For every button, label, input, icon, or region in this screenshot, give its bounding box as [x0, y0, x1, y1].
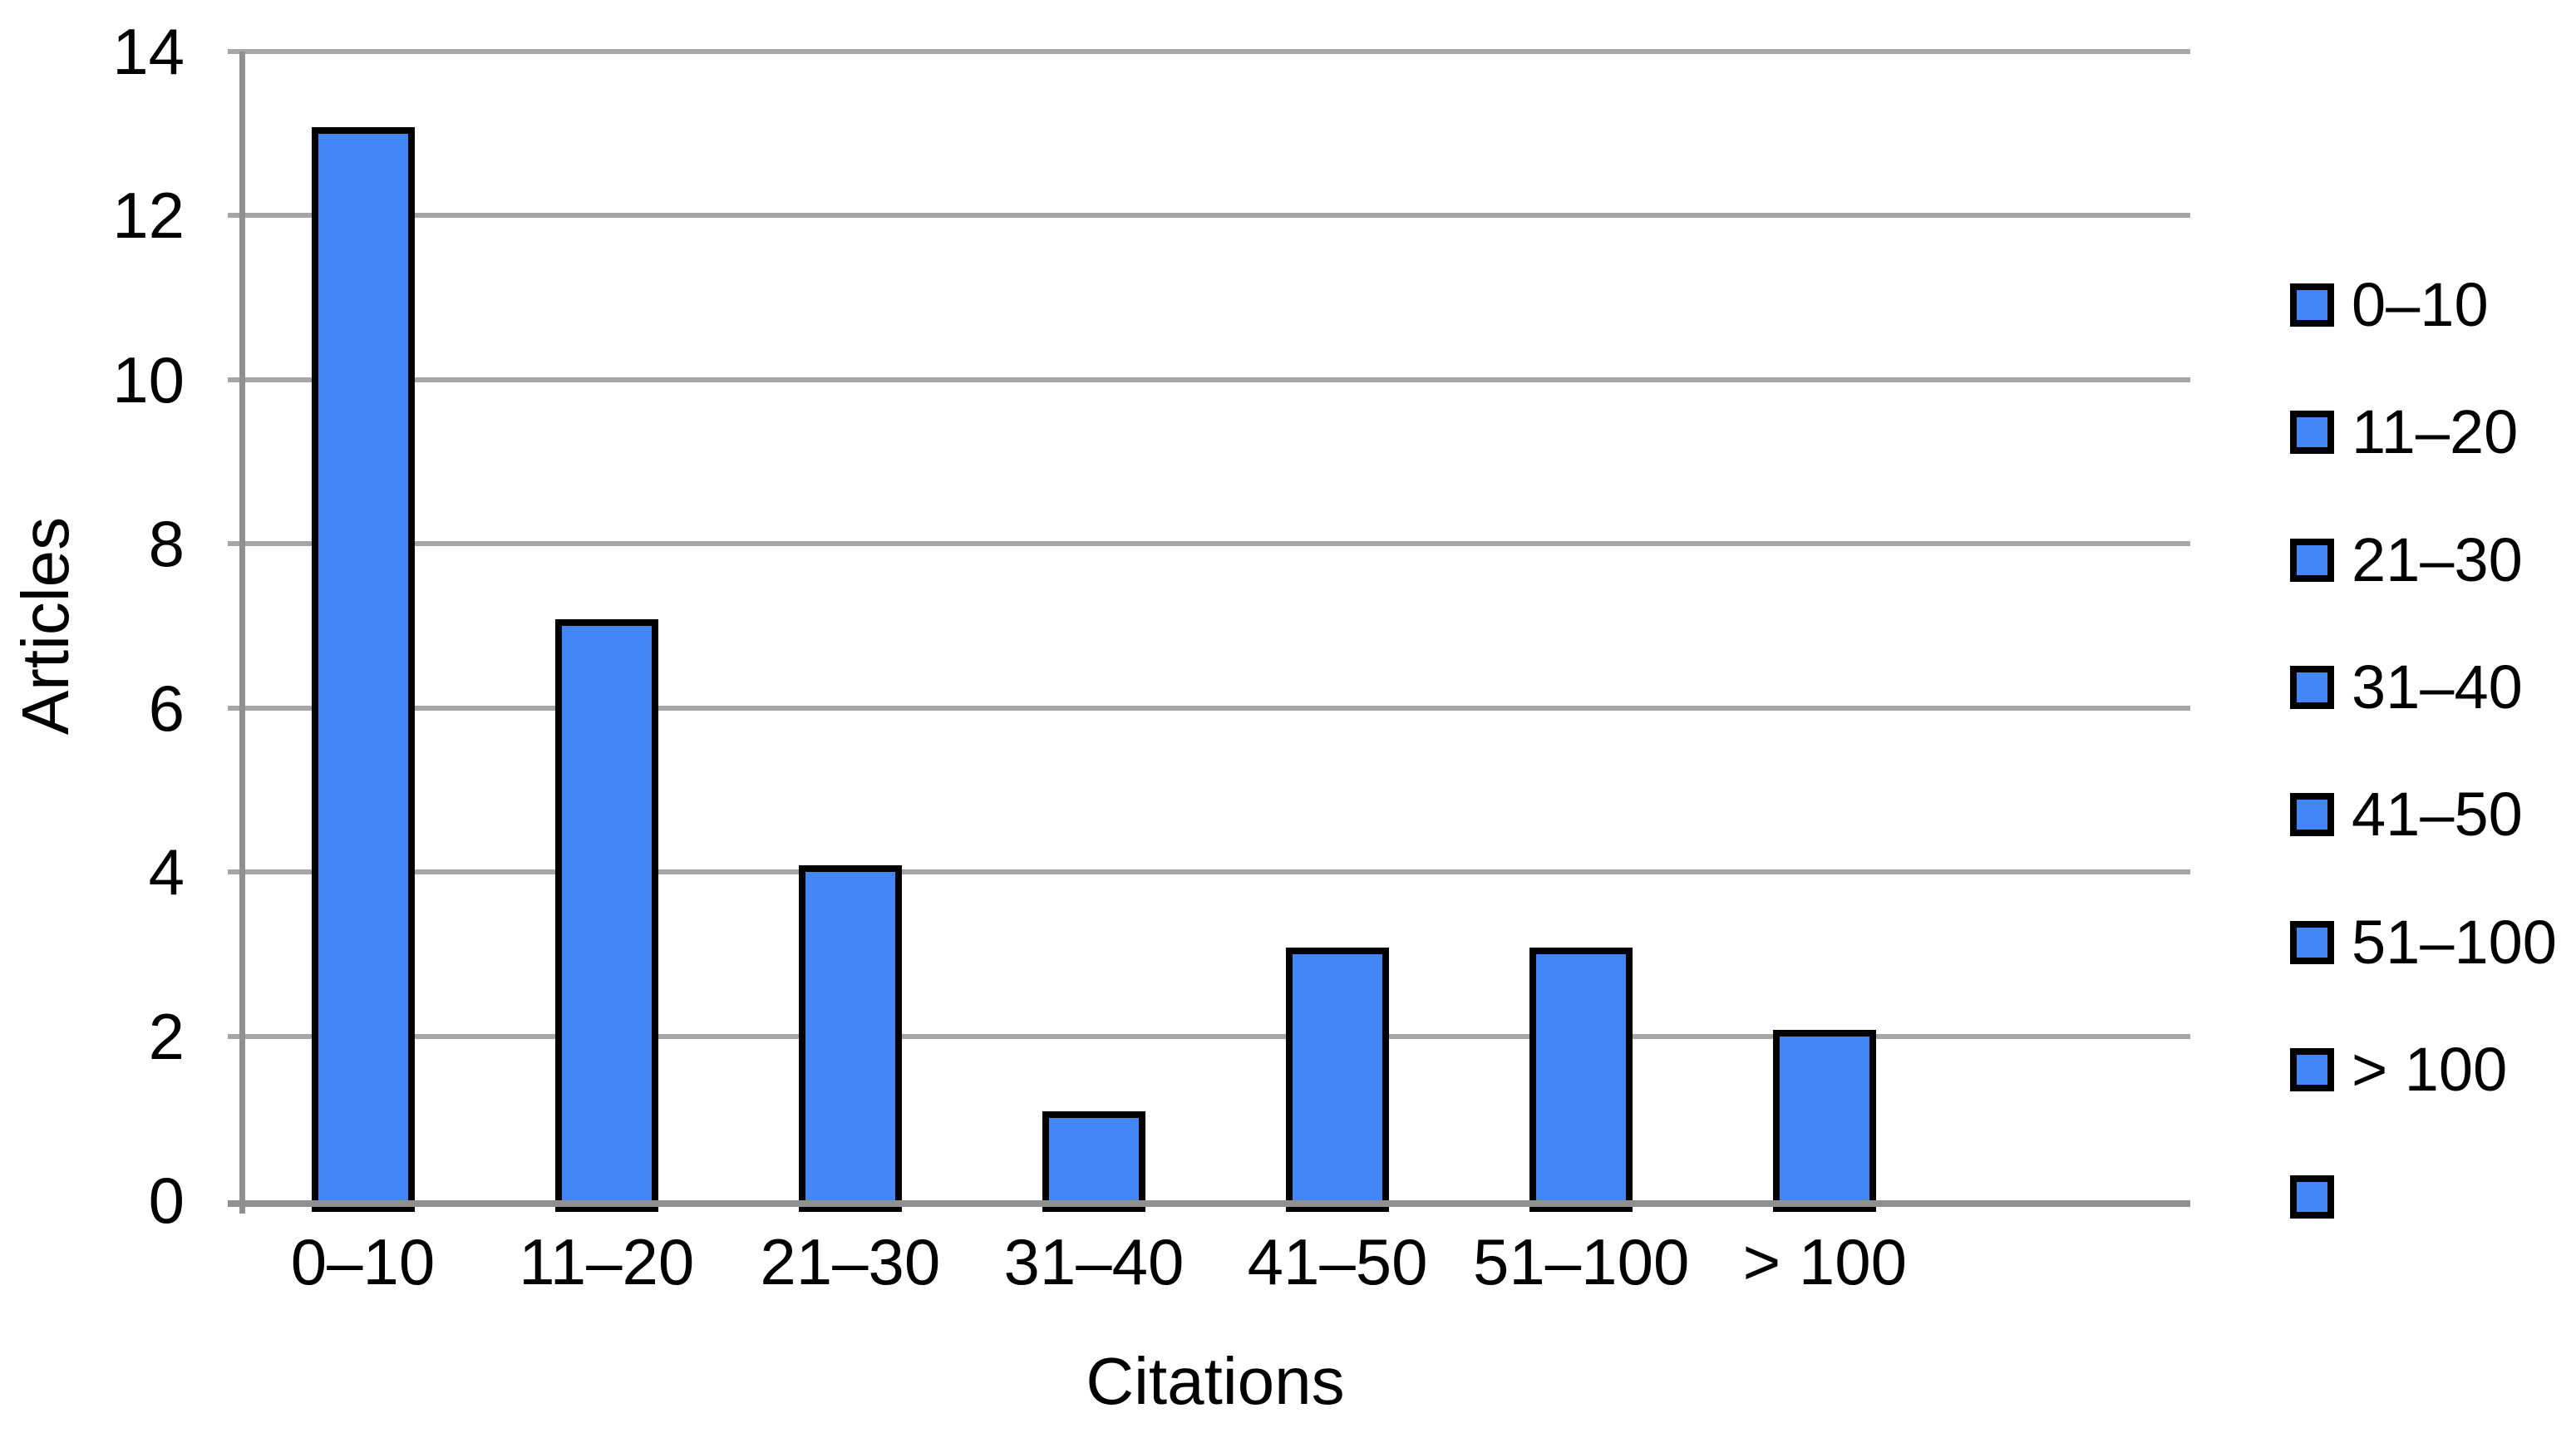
legend-label: 41–50: [2352, 780, 2523, 849]
bar-21–30: [798, 865, 902, 1212]
bar-> 100: [1773, 1029, 1877, 1212]
y-tick-label-6: 6: [148, 671, 185, 745]
y-tick-label-10: 10: [112, 342, 185, 416]
bar-0–10: [311, 126, 415, 1212]
bar-31–40: [1042, 1111, 1145, 1212]
gridline-8: [228, 541, 2190, 547]
y-tick-label-0: 0: [148, 1164, 185, 1237]
y-tick-label-2: 2: [148, 999, 185, 1073]
legend-swatch-icon: [2290, 665, 2334, 709]
x-category-label-51–100: 51–100: [1473, 1225, 1690, 1298]
gridline-4: [228, 869, 2190, 875]
legend-label: 0–10: [2352, 270, 2489, 339]
x-category-label-11–20: 11–20: [519, 1225, 695, 1298]
x-category-label-0–10: 0–10: [290, 1225, 436, 1298]
legend-swatch-icon: [2290, 920, 2334, 964]
y-tick-label-12: 12: [112, 179, 185, 253]
legend-swatch-icon: [2290, 538, 2334, 582]
legend-swatch-icon: [2290, 793, 2334, 837]
x-axis-line: [228, 1200, 2190, 1207]
legend-swatch-icon: [2290, 1047, 2334, 1091]
gridline-14: [228, 49, 2190, 54]
legend-swatch-icon: [2290, 1175, 2334, 1219]
gridline-6: [228, 705, 2190, 711]
y-tick-label-14: 14: [112, 15, 185, 88]
x-category-label-41–50: 41–50: [1247, 1225, 1428, 1298]
legend-label: 31–40: [2352, 652, 2523, 721]
x-category-label-> 100: > 100: [1742, 1225, 1907, 1298]
legend-label: 51–100: [2352, 907, 2557, 977]
y-axis-line: [239, 52, 245, 1214]
x-category-label-21–30: 21–30: [760, 1225, 941, 1298]
gridline-12: [228, 213, 2190, 219]
legend-label: 11–20: [2352, 397, 2519, 467]
gridline-2: [228, 1033, 2190, 1039]
y-tick-label-8: 8: [148, 507, 185, 581]
gridline-10: [228, 377, 2190, 382]
x-category-label-31–40: 31–40: [1003, 1225, 1185, 1298]
bar-51–100: [1529, 947, 1633, 1212]
legend-label: > 100: [2352, 1034, 2508, 1104]
bar-11–20: [554, 619, 658, 1212]
legend-swatch-icon: [2290, 283, 2334, 327]
bar-41–50: [1286, 947, 1390, 1212]
legend-swatch-icon: [2290, 411, 2334, 455]
x-axis-title: Citations: [1086, 1344, 1345, 1418]
y-tick-label-4: 4: [148, 835, 185, 909]
legend-label: 21–30: [2352, 524, 2523, 594]
